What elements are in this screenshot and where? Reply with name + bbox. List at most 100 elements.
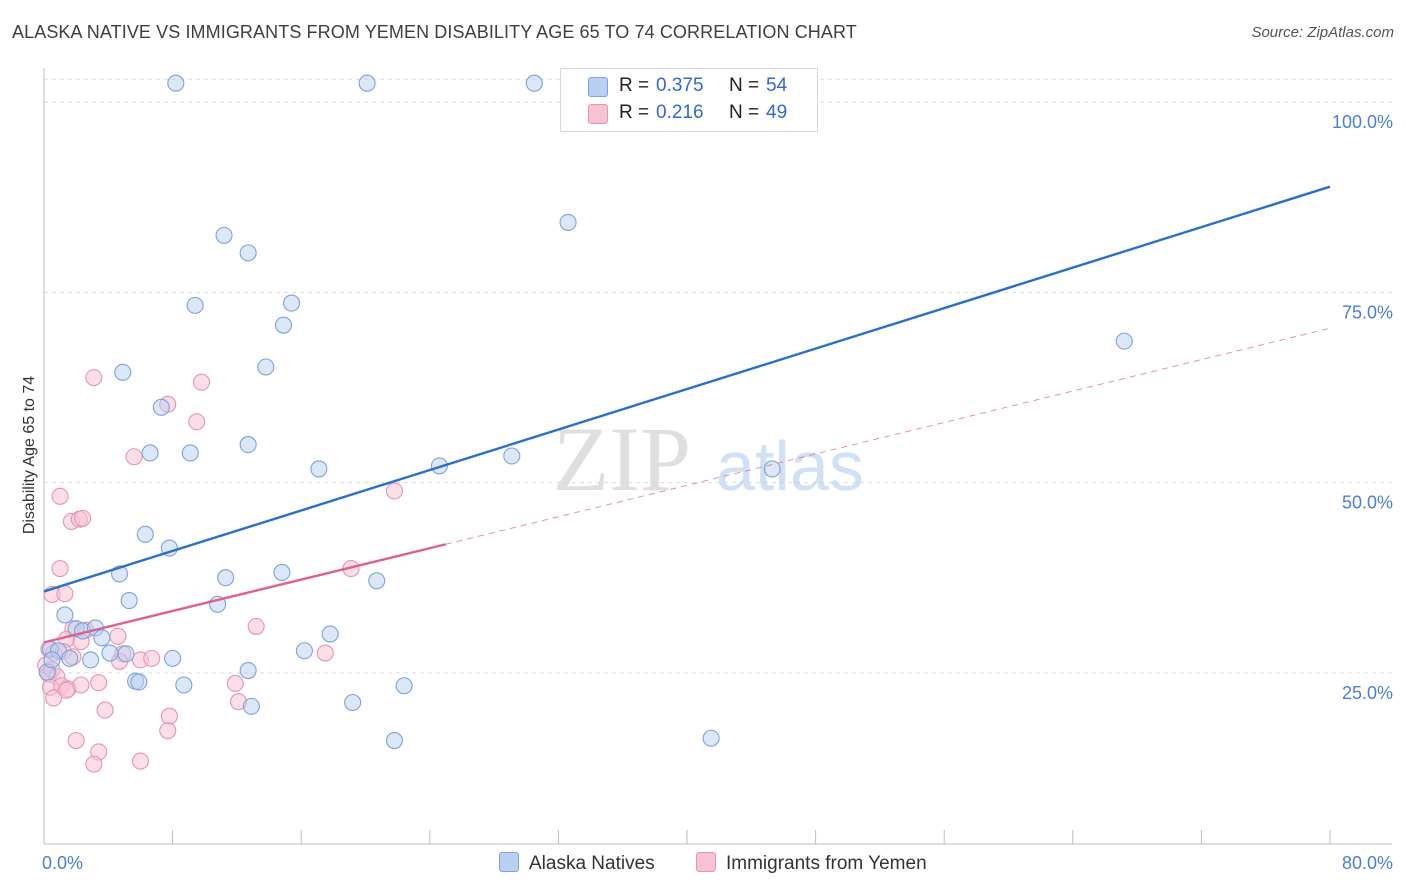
trend-lines — [43, 185, 1331, 644]
data-point-yemen — [72, 676, 90, 694]
trend-extension-immigrants-from-yemen — [445, 327, 1331, 545]
source-credit: Source: ZipAtlas.com — [1251, 24, 1394, 41]
watermark-zip: ZIP — [553, 408, 691, 510]
data-point-yemen — [109, 627, 127, 645]
data-point-yemen — [51, 560, 69, 578]
data-point-alaska — [242, 697, 260, 715]
data-point-yemen — [192, 373, 211, 391]
y-tick-label: 50.0% — [1342, 493, 1393, 513]
data-point-alaska — [239, 244, 257, 262]
y-axis-label: Disability Age 65 to 74 — [21, 376, 38, 534]
data-point-alaska — [283, 294, 301, 312]
data-point-yemen — [56, 585, 74, 603]
data-point-yemen — [316, 644, 334, 662]
data-point-alaska — [239, 661, 257, 680]
bottom-legend-label: Alaska Natives — [529, 853, 655, 874]
tick-labels: 100.0% 75.0% 50.0% 25.0% 0.0% 80.0% — [42, 112, 1393, 873]
data-point-alaska — [215, 226, 233, 244]
legend-n-label: N = — [729, 75, 760, 96]
legend-n-label: N = — [729, 102, 760, 123]
data-point-alaska — [82, 651, 100, 669]
bottom-legend-swatch-pink — [696, 852, 716, 872]
data-point-alaska — [344, 693, 362, 712]
data-point-yemen — [131, 752, 149, 770]
legend-swatch-blue — [588, 77, 608, 97]
data-point-alaska — [1115, 332, 1133, 350]
data-point-alaska — [175, 676, 193, 694]
legend-r-label: R = — [619, 75, 650, 96]
axes — [43, 68, 1392, 845]
data-point-alaska — [93, 629, 111, 647]
data-point-alaska — [525, 74, 543, 92]
data-point-yemen — [247, 617, 265, 635]
data-point-yemen — [226, 674, 244, 693]
data-point-yemen — [188, 413, 206, 431]
data-point-alaska — [239, 436, 257, 454]
legend-r-value: 0.375 — [656, 75, 704, 96]
data-point-alaska — [395, 677, 413, 695]
data-point-alaska — [167, 74, 185, 92]
legend-n-value: 49 — [766, 102, 788, 123]
legend-n-value: 54 — [766, 75, 788, 96]
data-point-alaska — [101, 644, 119, 662]
y-tick-label: 25.0% — [1342, 683, 1393, 703]
data-point-yemen — [85, 369, 103, 387]
data-point-alaska — [310, 460, 328, 478]
data-point-alaska — [385, 731, 403, 750]
data-point-alaska — [559, 213, 577, 231]
data-point-yemen — [74, 509, 92, 527]
x-tick-label: 0.0% — [42, 853, 83, 873]
data-point-yemen — [125, 448, 143, 466]
data-point-alaska — [321, 625, 339, 643]
data-point-alaska — [130, 673, 148, 691]
data-point-yemen — [385, 482, 403, 500]
legend-r-value: 0.216 — [656, 102, 704, 123]
data-point-alaska — [274, 316, 293, 334]
y-tick-label: 75.0% — [1342, 302, 1393, 322]
trend-line-alaska-natives — [43, 185, 1331, 593]
gridlines — [44, 78, 1392, 674]
bottom-legend-immigrants-from-yemen: Immigrants from Yemen — [696, 852, 927, 875]
series-alaska-natives — [38, 74, 1133, 750]
data-point-alaska — [181, 444, 199, 462]
bottom-legend-alaska-natives: Alaska Natives — [499, 852, 655, 875]
data-point-alaska — [186, 296, 204, 314]
data-point-yemen — [159, 722, 177, 740]
data-point-alaska — [763, 460, 781, 478]
watermark: ZIP atlas — [553, 408, 864, 510]
trend-line-immigrants-from-yemen — [43, 543, 447, 644]
data-point-yemen — [67, 731, 85, 750]
bottom-legend-swatch-blue — [499, 852, 519, 872]
data-point-yemen — [160, 707, 178, 725]
data-point-yemen — [45, 689, 63, 707]
chart-title: ALASKA NATIVE VS IMMIGRANTS FROM YEMEN D… — [12, 22, 857, 42]
bottom-legend-label: Immigrants from Yemen — [726, 853, 927, 874]
legend-swatch-pink — [588, 104, 608, 124]
data-point-alaska — [295, 642, 313, 660]
series-immigrants-from-yemen — [37, 369, 403, 773]
data-point-alaska — [368, 572, 386, 590]
data-point-yemen — [96, 701, 114, 719]
data-point-alaska — [120, 591, 138, 610]
data-point-alaska — [56, 606, 74, 624]
data-point-alaska — [152, 398, 170, 416]
y-tick-label: 100.0% — [1332, 112, 1393, 132]
data-point-alaska — [61, 649, 79, 667]
data-point-yemen — [85, 755, 103, 773]
data-point-alaska — [257, 358, 275, 376]
data-point-alaska — [273, 563, 291, 581]
data-point-yemen — [143, 649, 161, 667]
x-tick-label: 80.0% — [1342, 853, 1393, 873]
stats-legend: R = 0.375 N = 54 R = 0.216 N = 49 — [560, 68, 818, 132]
data-point-yemen — [90, 674, 108, 692]
data-point-alaska — [43, 651, 61, 669]
legend-r-label: R = — [619, 102, 650, 123]
data-point-alaska — [702, 729, 720, 747]
data-point-alaska — [358, 74, 376, 92]
data-point-alaska — [114, 363, 132, 381]
data-point-alaska — [217, 569, 235, 587]
data-point-alaska — [117, 645, 135, 663]
data-point-yemen — [57, 681, 76, 699]
data-point-alaska — [141, 444, 159, 462]
